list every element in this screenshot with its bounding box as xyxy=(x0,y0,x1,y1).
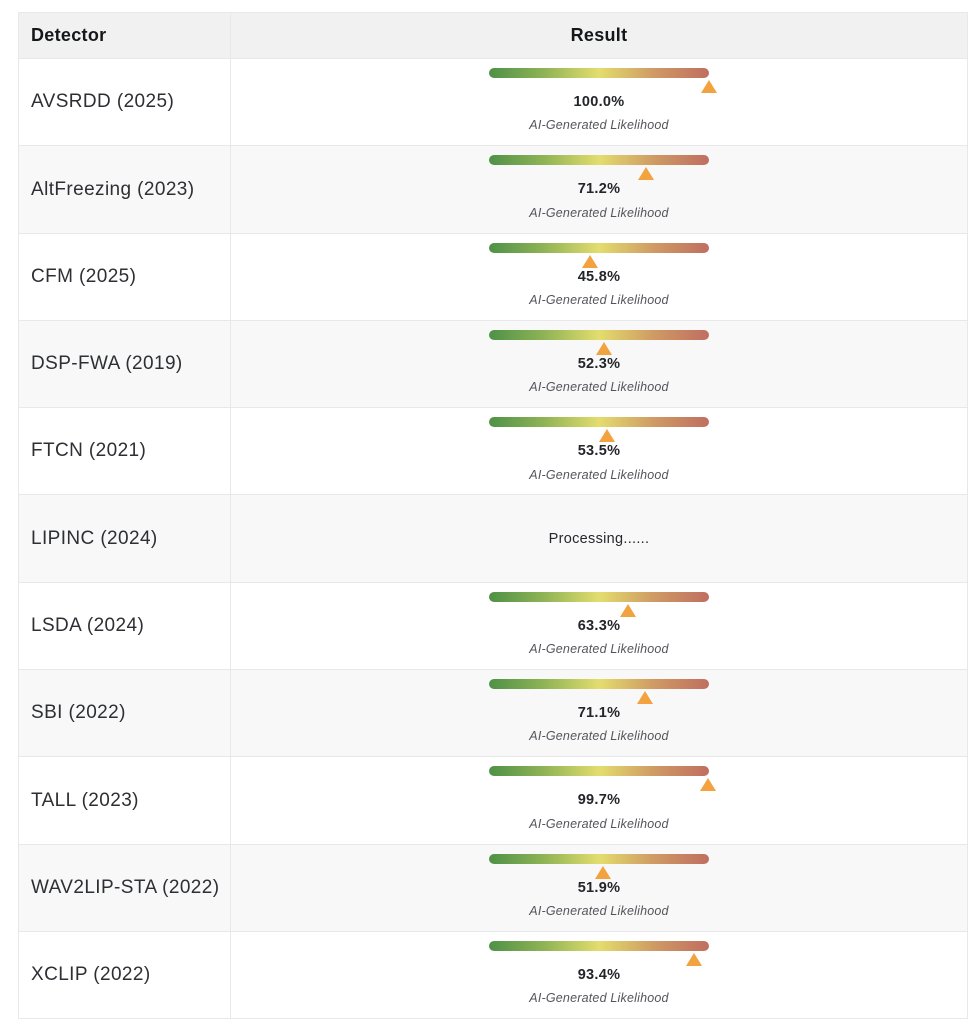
likelihood-percentage: 93.4% xyxy=(577,966,621,983)
likelihood-meter xyxy=(489,679,709,705)
detector-name: FTCN (2021) xyxy=(19,408,231,495)
table-row: CFM (2025) 45.8% AI-Generated Likelihood xyxy=(19,232,967,320)
table-row: XCLIP (2022) 93.4% AI-Generated Likeliho… xyxy=(19,930,967,1019)
likelihood-meter xyxy=(489,853,709,879)
likelihood-percentage: 63.3% xyxy=(577,617,621,634)
table-row: LIPINC (2024) Processing...... xyxy=(19,494,967,582)
detector-name: XCLIP (2022) xyxy=(19,931,231,1019)
likelihood-percentage: 100.0% xyxy=(573,94,625,110)
table-row: AltFreezing (2023) 71.2% AI-Generated Li… xyxy=(19,145,967,233)
table-row: SBI (2022) 71.1% AI-Generated Likelihood xyxy=(19,669,967,757)
likelihood-marker-icon xyxy=(620,603,637,617)
detector-name: CFM (2025) xyxy=(19,233,231,320)
likelihood-meter xyxy=(489,591,709,617)
detector-name: AltFreezing (2023) xyxy=(19,146,231,233)
gradient-bar xyxy=(489,679,709,690)
likelihood-caption: AI-Generated Likelihood xyxy=(529,642,669,657)
result-cell: 52.3% AI-Generated Likelihood xyxy=(231,321,967,407)
likelihood-marker-icon xyxy=(700,778,717,792)
likelihood-percentage: 71.1% xyxy=(577,705,621,722)
result-cell: 71.1% AI-Generated Likelihood xyxy=(231,670,967,756)
table-header-row: Detector Result xyxy=(19,13,967,58)
likelihood-caption: AI-Generated Likelihood xyxy=(529,380,669,395)
result-cell: 45.8% AI-Generated Likelihood xyxy=(231,234,967,320)
likelihood-caption: AI-Generated Likelihood xyxy=(529,205,669,220)
likelihood-caption: AI-Generated Likelihood xyxy=(529,991,669,1006)
result-cell: 100.0% AI-Generated Likelihood xyxy=(231,59,967,145)
gradient-bar xyxy=(489,329,709,340)
result-cell: 63.3% AI-Generated Likelihood xyxy=(231,583,967,669)
likelihood-percentage: 52.3% xyxy=(577,355,621,372)
result-cell: 71.2% AI-Generated Likelihood xyxy=(231,146,967,232)
detector-name: AVSRDD (2025) xyxy=(19,59,231,146)
detector-name: LSDA (2024) xyxy=(19,582,231,670)
likelihood-caption: AI-Generated Likelihood xyxy=(529,729,669,744)
likelihood-percentage: 53.5% xyxy=(577,443,621,460)
likelihood-percentage: 99.7% xyxy=(577,792,621,809)
likelihood-marker-icon xyxy=(595,865,612,879)
likelihood-meter xyxy=(489,155,709,181)
gradient-bar xyxy=(489,766,709,777)
table-body: AVSRDD (2025) 100.0% AI-Generated Likeli… xyxy=(19,58,967,1019)
detector-name: WAV2LIP-STA (2022) xyxy=(19,844,231,931)
result-cell: Processing...... xyxy=(231,495,967,581)
likelihood-caption: AI-Generated Likelihood xyxy=(529,292,669,307)
likelihood-marker-icon xyxy=(686,952,703,966)
likelihood-meter xyxy=(489,329,709,355)
likelihood-caption: AI-Generated Likelihood xyxy=(529,904,669,919)
detector-name: LIPINC (2024) xyxy=(19,495,231,582)
likelihood-meter xyxy=(489,242,709,268)
column-header-detector: Detector xyxy=(19,13,231,58)
result-cell: 93.4% AI-Generated Likelihood xyxy=(231,932,967,1018)
table-row: TALL (2023) 99.7% AI-Generated Likelihoo… xyxy=(19,756,967,844)
likelihood-caption: AI-Generated Likelihood xyxy=(529,467,669,482)
likelihood-meter xyxy=(489,940,709,966)
likelihood-marker-icon xyxy=(637,167,654,181)
processing-status: Processing...... xyxy=(548,530,650,547)
likelihood-percentage: 45.8% xyxy=(577,268,621,285)
likelihood-marker-icon xyxy=(596,341,613,355)
likelihood-marker-icon xyxy=(598,429,615,443)
gradient-bar xyxy=(489,940,709,951)
gradient-bar xyxy=(489,242,709,253)
detector-name: SBI (2022) xyxy=(19,670,231,757)
table-row: DSP-FWA (2019) 52.3% AI-Generated Likeli… xyxy=(19,319,967,408)
likelihood-marker-icon xyxy=(637,691,654,705)
table-row: FTCN (2021) 53.5% AI-Generated Likelihoo… xyxy=(19,407,967,495)
result-cell: 51.9% AI-Generated Likelihood xyxy=(231,845,967,931)
detector-name: TALL (2023) xyxy=(19,757,231,844)
table-row: WAV2LIP-STA (2022) 51.9% AI-Generated Li… xyxy=(19,843,967,931)
likelihood-meter xyxy=(489,766,717,792)
likelihood-percentage: 51.9% xyxy=(577,879,621,896)
gradient-bar xyxy=(489,853,709,864)
likelihood-caption: AI-Generated Likelihood xyxy=(529,118,669,133)
likelihood-meter xyxy=(489,417,709,443)
table-row: AVSRDD (2025) 100.0% AI-Generated Likeli… xyxy=(19,58,967,146)
gradient-bar xyxy=(489,155,709,166)
results-table: Detector Result AVSRDD (2025) 100.0% AI-… xyxy=(18,12,968,1020)
likelihood-caption: AI-Generated Likelihood xyxy=(529,816,669,831)
detector-name: DSP-FWA (2019) xyxy=(19,320,231,408)
table-row: LSDA (2024) 63.3% AI-Generated Likelihoo… xyxy=(19,581,967,670)
result-cell: 53.5% AI-Generated Likelihood xyxy=(231,408,967,494)
likelihood-percentage: 71.2% xyxy=(577,181,621,198)
likelihood-meter xyxy=(489,68,717,93)
column-header-result: Result xyxy=(570,25,628,45)
likelihood-marker-icon xyxy=(581,254,598,268)
result-cell: 99.7% AI-Generated Likelihood xyxy=(231,757,967,843)
likelihood-marker-icon xyxy=(701,80,717,93)
gradient-bar xyxy=(489,591,709,602)
gradient-bar xyxy=(489,68,709,78)
gradient-bar xyxy=(489,417,709,428)
